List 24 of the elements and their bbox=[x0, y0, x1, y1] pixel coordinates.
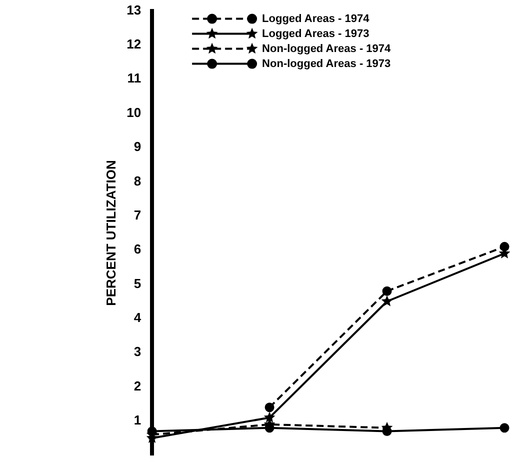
y-tick-label: 9 bbox=[134, 139, 142, 154]
legend-label: Logged Areas - 1974 bbox=[262, 12, 370, 25]
y-axis-title: PERCENT UTILIZATION bbox=[103, 160, 118, 306]
y-tick-label: 11 bbox=[127, 70, 142, 86]
y-tick-label: 1 bbox=[134, 412, 142, 428]
legend-label: Non-logged Areas - 1973 bbox=[262, 58, 391, 70]
y-tick-label: 7 bbox=[134, 207, 142, 222]
y-tick-label: 8 bbox=[134, 173, 142, 188]
y-tick-label: 4 bbox=[134, 310, 142, 326]
point bbox=[500, 423, 510, 433]
y-tick-label: 10 bbox=[126, 104, 142, 120]
y-tick-label: 2 bbox=[134, 378, 142, 394]
legend-label: Logged Areas - 1973 bbox=[262, 28, 370, 40]
y-tick-label: 6 bbox=[134, 242, 142, 257]
y-tick-label: 13 bbox=[126, 2, 142, 18]
point bbox=[381, 295, 393, 306]
y-tick-label: 5 bbox=[134, 276, 142, 291]
point bbox=[382, 286, 392, 296]
point bbox=[500, 242, 510, 252]
legend-label: Non-logged Areas - 1974 bbox=[262, 42, 392, 55]
point bbox=[264, 412, 276, 422]
y-tick-label: 12 bbox=[126, 36, 142, 52]
y-tick-label: 3 bbox=[134, 344, 142, 360]
point bbox=[264, 402, 274, 412]
